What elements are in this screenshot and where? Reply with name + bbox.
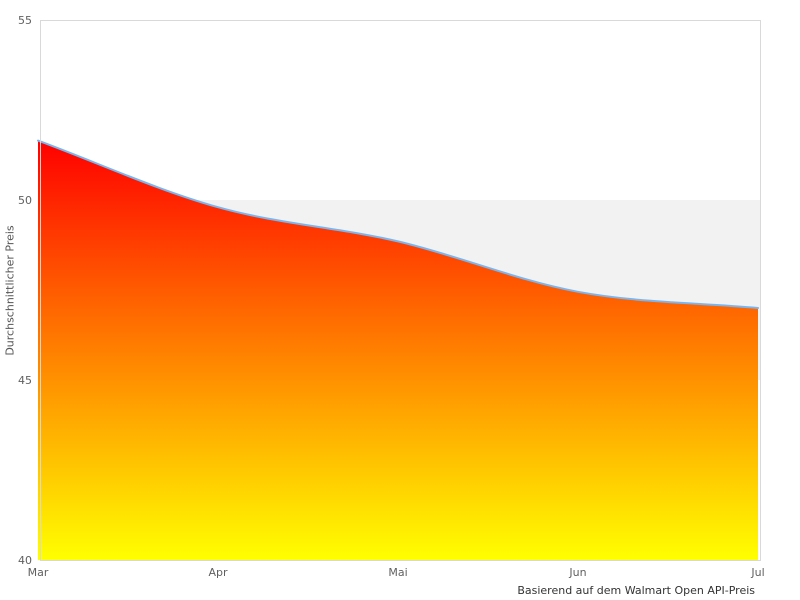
area-series-fill bbox=[38, 140, 758, 560]
y-axis-title: Durchschnittlicher Preis bbox=[3, 225, 17, 356]
plot-border bbox=[40, 20, 761, 561]
y-tick-label: 50 bbox=[18, 194, 32, 207]
y-tick-label: 55 bbox=[18, 14, 32, 27]
x-axis-caption: Basierend auf dem Walmart Open API-Preis bbox=[517, 584, 755, 597]
y-tick-label: 40 bbox=[18, 554, 32, 567]
x-tick-label: Jul bbox=[751, 566, 765, 579]
x-tick-label: Mar bbox=[27, 566, 49, 579]
x-tick-label: Apr bbox=[208, 566, 228, 579]
x-tick-label: Mai bbox=[388, 566, 408, 579]
x-tick-label: Jun bbox=[569, 566, 587, 579]
series-line bbox=[37, 139, 759, 309]
y-tick-label: 45 bbox=[18, 374, 32, 387]
